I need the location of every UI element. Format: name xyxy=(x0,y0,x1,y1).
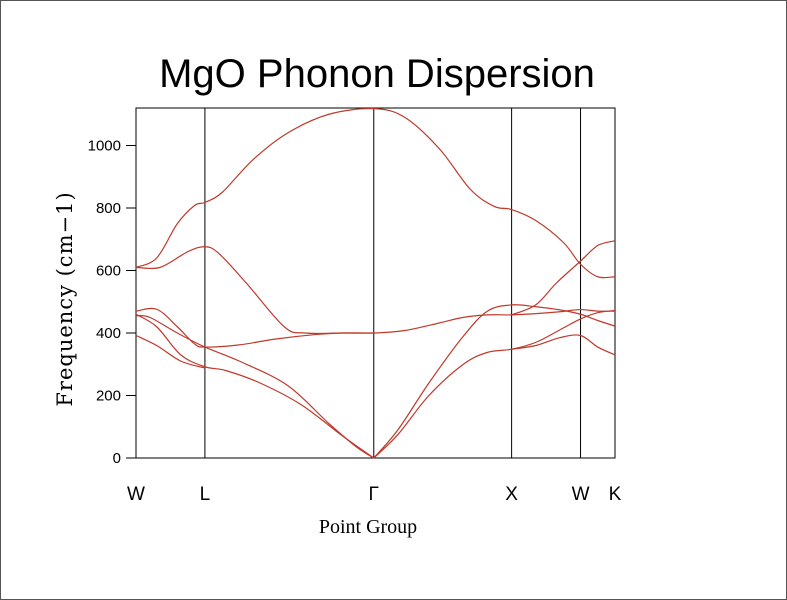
phonon-branch xyxy=(135,313,375,459)
y-tick-label: 800 xyxy=(96,200,121,217)
phonon-branch xyxy=(135,307,374,348)
x-tick-label: K xyxy=(609,484,622,505)
x-tick-label: W xyxy=(127,484,145,505)
x-tick-label: W xyxy=(572,484,590,505)
chart-title: MgO Phonon Dispersion xyxy=(159,52,595,96)
phonon-branch xyxy=(511,334,616,356)
phonon-branch xyxy=(373,304,616,459)
x-axis-label: Point Group xyxy=(319,516,417,538)
phonon-branch xyxy=(135,334,206,369)
phonon-branch xyxy=(135,315,375,459)
y-tick-label: 1000 xyxy=(88,138,121,155)
y-tick-label: 400 xyxy=(96,325,121,342)
plot-area xyxy=(135,107,616,459)
x-tick-label: X xyxy=(505,484,518,505)
y-axis-label: Frequency (cm−1) xyxy=(53,191,77,406)
phonon-branch xyxy=(135,246,616,335)
y-tick-label: 200 xyxy=(96,388,121,405)
x-tick-label: L xyxy=(200,484,211,505)
y-tick-label: 0 xyxy=(113,450,121,467)
phonon-branch xyxy=(511,240,616,316)
phonon-branch xyxy=(135,107,616,279)
x-tick-label: Γ xyxy=(369,484,379,505)
y-tick-label: 600 xyxy=(96,263,121,280)
phonon-branch xyxy=(373,309,616,459)
